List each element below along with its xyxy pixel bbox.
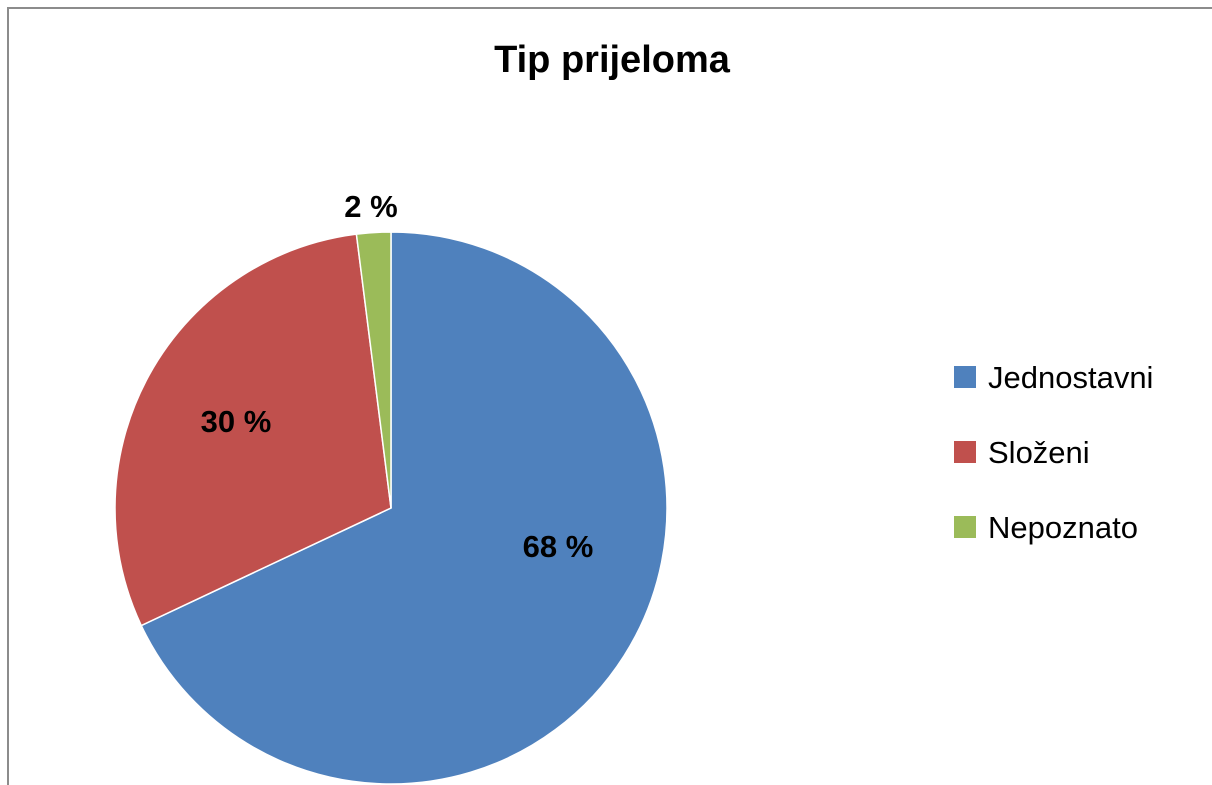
legend-swatch [954,366,976,388]
pie-slice-slo-eni [114,233,392,627]
pie-slice-nepoznato [355,231,392,509]
legend-label: Nepoznato [988,510,1138,545]
legend-item: Jednostavni [954,360,1153,395]
legend-label: Složeni [988,435,1090,470]
pie-slice-jednostavni [140,231,668,785]
pie-slices [114,231,668,785]
data-label: 2 % [344,189,397,224]
pie-data-labels: 68 % 30 % 2 % [201,189,594,564]
legend: Jednostavni Složeni Nepoznato [954,360,1153,545]
chart-title: Tip prijeloma [494,39,731,81]
data-label: 68 % [523,529,594,564]
legend-swatch [954,516,976,538]
legend-label: Jednostavni [988,360,1153,395]
legend-item: Složeni [954,435,1090,470]
data-label: 30 % [201,404,272,439]
legend-item: Nepoznato [954,510,1138,545]
legend-swatch [954,441,976,463]
